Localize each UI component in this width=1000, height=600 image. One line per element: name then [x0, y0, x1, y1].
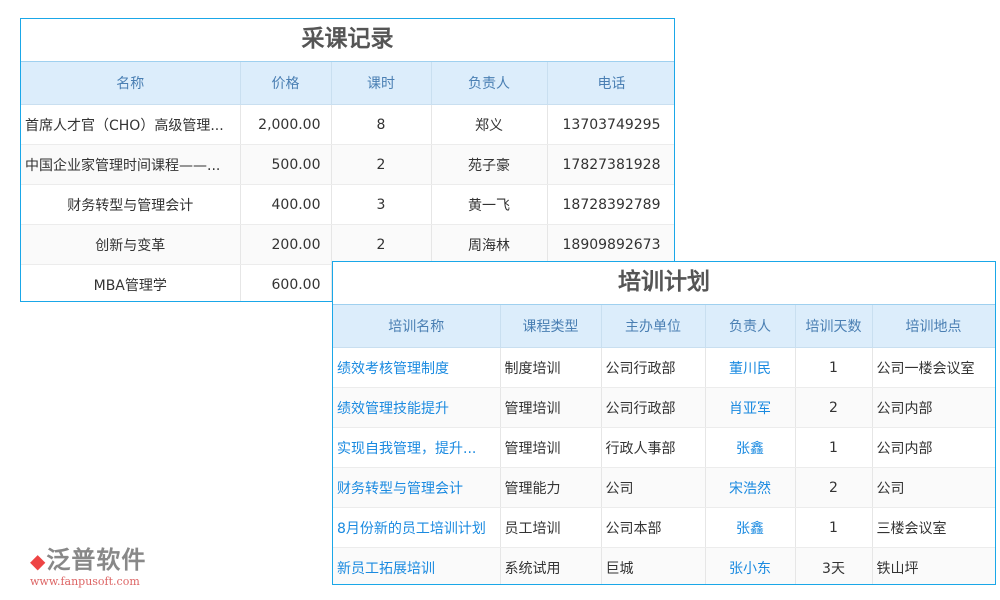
table-cell: 制度培训 — [500, 347, 602, 388]
table-cell: 系统试用 — [500, 547, 602, 584]
table-cell: 公司一楼会议室 — [872, 347, 995, 388]
table-cell: 财务转型与管理会计 — [21, 184, 241, 225]
table-cell[interactable]: 张小东 — [705, 547, 796, 584]
table-cell: 管理培训 — [500, 387, 602, 428]
table-cell: 13703749295 — [547, 104, 674, 145]
table-cell: 苑子豪 — [431, 144, 548, 185]
table-cell: 行政人事部 — [601, 427, 706, 468]
column-header[interactable]: 名称 — [21, 62, 241, 105]
column-header[interactable]: 培训名称 — [333, 305, 501, 348]
column-header[interactable]: 课程类型 — [500, 305, 602, 348]
table-cell: 18909892673 — [547, 224, 674, 265]
table-cell[interactable]: 绩效考核管理制度 — [333, 347, 501, 388]
table-cell: 黄一飞 — [431, 184, 548, 225]
training-plan-panel: 培训计划 培训名称 课程类型 主办单位 负责人 培训天数 培训地点 绩效考核管理制度 制度培训… — [332, 261, 996, 585]
table-cell: 1 — [795, 347, 873, 388]
table-cell: 中国企业家管理时间课程——... — [21, 144, 241, 185]
watermark-text: 泛普软件 — [46, 546, 147, 574]
purchase-records-table: 名称 价格 课时 负责人 电话 首席人才官（CHO）高级管理... 2,000.00 8 郑义 1… — [21, 62, 674, 301]
table-cell[interactable]: 董川民 — [705, 347, 796, 388]
purchase-records-panel: 采课记录 名称 价格 课时 负责人 电话 首席人才官（CHO）高级管理... 2,000.0… — [20, 18, 675, 302]
table-cell: 17827381928 — [547, 144, 674, 185]
watermark-url: www.fanpusoft.com — [30, 575, 140, 588]
table-cell[interactable]: 财务转型与管理会计 — [333, 467, 501, 508]
table-cell: 管理培训 — [500, 427, 602, 468]
column-header[interactable]: 价格 — [240, 62, 332, 105]
watermark-logo: ◆泛普软件 www.fanpusoft.com — [30, 546, 147, 588]
table-row[interactable]: 财务转型与管理会计 管理能力 公司 宋浩然 2 公司 — [333, 467, 995, 508]
column-header[interactable]: 课时 — [331, 62, 432, 105]
column-header[interactable]: 负责人 — [705, 305, 796, 348]
table-row[interactable]: 绩效管理技能提升 管理培训 公司行政部 肖亚军 2 公司内部 — [333, 387, 995, 428]
table-cell: 2 — [331, 144, 432, 185]
table-cell: 2 — [331, 224, 432, 265]
table-cell[interactable]: 张鑫 — [705, 507, 796, 548]
table-cell: 首席人才官（CHO）高级管理... — [21, 104, 241, 145]
column-header[interactable]: 培训天数 — [795, 305, 873, 348]
column-header[interactable]: 负责人 — [431, 62, 548, 105]
table-cell: 创新与变革 — [21, 224, 241, 265]
table-cell[interactable]: 新员工拓展培训 — [333, 547, 501, 584]
purchase-records-title: 采课记录 — [21, 19, 674, 62]
table-cell: 8 — [331, 104, 432, 145]
table-cell: 铁山坪 — [872, 547, 995, 584]
table-cell[interactable]: 8月份新的员工培训计划 — [333, 507, 501, 548]
table-cell: 2,000.00 — [240, 104, 332, 145]
table-row[interactable]: 财务转型与管理会计 400.00 3 黄一飞 18728392789 — [21, 184, 674, 225]
table-cell: 公司行政部 — [601, 387, 706, 428]
table-cell: 三楼会议室 — [872, 507, 995, 548]
table-cell: 18728392789 — [547, 184, 674, 225]
table-cell: 公司内部 — [872, 387, 995, 428]
table-cell: 公司 — [601, 467, 706, 508]
table-cell: 巨城 — [601, 547, 706, 584]
table-cell: 公司 — [872, 467, 995, 508]
table-row[interactable]: 创新与变革 200.00 2 周海林 18909892673 — [21, 224, 674, 265]
table-row[interactable]: 首席人才官（CHO）高级管理... 2,000.00 8 郑义 13703749295 — [21, 104, 674, 145]
column-header[interactable]: 主办单位 — [601, 305, 706, 348]
table-cell: 1 — [795, 427, 873, 468]
table-cell: 2 — [795, 387, 873, 428]
table-cell: 2 — [795, 467, 873, 508]
table-cell: 600.00 — [240, 264, 332, 301]
table-row[interactable]: 中国企业家管理时间课程——... 500.00 2 苑子豪 17827381928 — [21, 144, 674, 185]
table-cell: 公司行政部 — [601, 347, 706, 388]
column-header[interactable]: 电话 — [547, 62, 674, 105]
table-cell: 400.00 — [240, 184, 332, 225]
table-cell: 管理能力 — [500, 467, 602, 508]
table-cell[interactable]: 实现自我管理，提升... — [333, 427, 501, 468]
table-cell: 公司本部 — [601, 507, 706, 548]
table-cell: 员工培训 — [500, 507, 602, 548]
table-cell[interactable]: 绩效管理技能提升 — [333, 387, 501, 428]
column-header[interactable]: 培训地点 — [872, 305, 995, 348]
table-cell: 郑义 — [431, 104, 548, 145]
table-cell: MBA管理学 — [21, 264, 241, 301]
table-cell: 1 — [795, 507, 873, 548]
table-cell: 公司内部 — [872, 427, 995, 468]
table-row[interactable]: 新员工拓展培训 系统试用 巨城 张小东 3天 铁山坪 — [333, 547, 995, 584]
table-cell[interactable]: 宋浩然 — [705, 467, 796, 508]
table-cell: 周海林 — [431, 224, 548, 265]
table-cell: 200.00 — [240, 224, 332, 265]
table-row[interactable]: 实现自我管理，提升... 管理培训 行政人事部 张鑫 1 公司内部 — [333, 427, 995, 468]
table-cell[interactable]: 肖亚军 — [705, 387, 796, 428]
training-plan-table: 培训名称 课程类型 主办单位 负责人 培训天数 培训地点 绩效考核管理制度 制度培训 公司行政部… — [333, 305, 995, 584]
table-row[interactable]: 8月份新的员工培训计划 员工培训 公司本部 张鑫 1 三楼会议室 — [333, 507, 995, 548]
table-cell: 3 — [331, 184, 432, 225]
table-row[interactable]: 绩效考核管理制度 制度培训 公司行政部 董川民 1 公司一楼会议室 — [333, 347, 995, 388]
table-cell: 500.00 — [240, 144, 332, 185]
training-plan-title: 培训计划 — [333, 262, 995, 305]
table-cell[interactable]: 张鑫 — [705, 427, 796, 468]
table-cell: 3天 — [795, 547, 873, 584]
